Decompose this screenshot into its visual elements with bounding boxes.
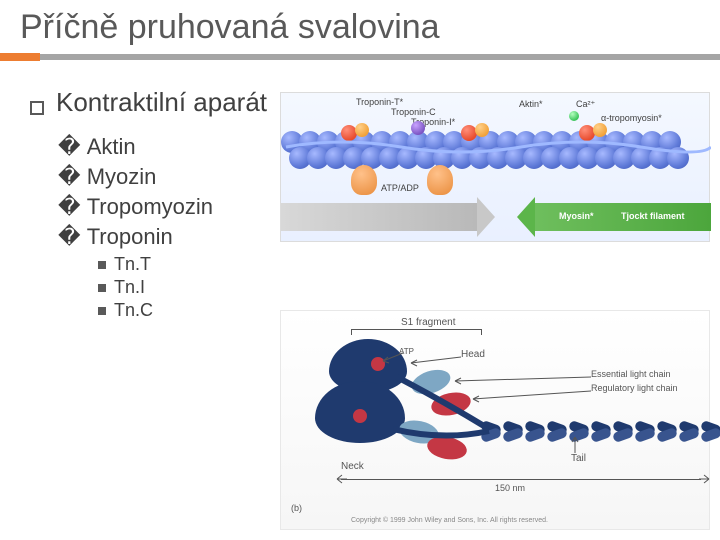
item-label: Aktin	[87, 134, 136, 160]
label-ca: Ca²⁺	[576, 99, 595, 110]
arrow-icon	[409, 353, 463, 367]
label-neck: Neck	[341, 461, 364, 472]
label-aktin: Aktin*	[519, 99, 543, 109]
arrow-icon	[565, 435, 585, 455]
figure-actin-filament: Troponin-T* Troponin-C Troponin-I* Aktin…	[280, 92, 710, 242]
label-myosin: Myosin*	[559, 211, 594, 221]
bracket-line	[341, 479, 701, 480]
tropomyosin-strand	[281, 135, 711, 165]
accent-bar	[0, 53, 720, 61]
checkbox-icon: �	[58, 164, 81, 190]
label-regulatory-chain: Regulatory light chain	[591, 383, 678, 393]
arrow-bar-gray	[281, 203, 481, 231]
label-essential-chain: Essential light chain	[591, 369, 671, 379]
slide-title: Příčně pruhovaná svalovina	[20, 8, 700, 47]
bracket-tick	[481, 329, 482, 335]
label-troponin-c: Troponin-C	[391, 107, 436, 117]
filled-square-icon	[98, 284, 106, 292]
myosin-head-shape	[427, 165, 453, 195]
arrow-tip-green	[517, 197, 535, 237]
filled-square-icon	[98, 261, 106, 269]
item-label: Myozin	[87, 164, 157, 190]
accent-orange	[0, 53, 40, 61]
arrow-tip-icon	[335, 473, 349, 485]
myosin-head-shape	[351, 165, 377, 195]
checkbox-icon: �	[58, 224, 81, 250]
checkbox-icon: �	[58, 194, 81, 220]
bracket-tick	[351, 329, 352, 335]
subitem-label: Tn.I	[114, 277, 145, 298]
subitem-label: Tn.T	[114, 254, 151, 275]
label-atp-adp: ATP/ADP	[381, 183, 419, 193]
label-head: Head	[461, 349, 485, 360]
checkbox-icon: �	[58, 134, 81, 160]
bracket-line	[351, 329, 481, 330]
list-item: Tn.T	[98, 254, 690, 275]
label-alpha-tropomyosin: α-tropomyosin*	[601, 113, 662, 123]
hollow-square-icon	[30, 101, 44, 115]
label-troponin-t: Troponin-T*	[356, 97, 403, 107]
label-copyright: Copyright © 1999 John Wiley and Sons, In…	[351, 517, 548, 524]
label-panel: (b)	[291, 503, 302, 513]
filled-square-icon	[98, 307, 106, 315]
atp-site-red	[353, 409, 367, 423]
arrow-tip-icon	[697, 473, 711, 485]
myosin-tail	[481, 423, 720, 441]
arrow-tip-gray	[477, 197, 495, 237]
label-tjockt: Tjockt filament	[621, 211, 685, 221]
figure-myosin-molecule: S1 fragment ATP Head Essential light cha…	[280, 310, 710, 530]
item-label: Troponin	[87, 224, 173, 250]
troponin-sphere	[411, 121, 425, 135]
list-item: Tn.I	[98, 277, 690, 298]
accent-gray	[40, 54, 720, 60]
label-length: 150 nm	[495, 483, 525, 493]
neck-strand	[393, 371, 503, 451]
subitem-label: Tn.C	[114, 300, 153, 321]
ca-sphere	[569, 111, 579, 121]
arrow-icon	[379, 351, 405, 365]
item-label: Tropomyozin	[87, 194, 213, 220]
heading-text: Kontraktilní aparát	[56, 87, 267, 118]
label-s1-fragment: S1 fragment	[401, 317, 455, 328]
